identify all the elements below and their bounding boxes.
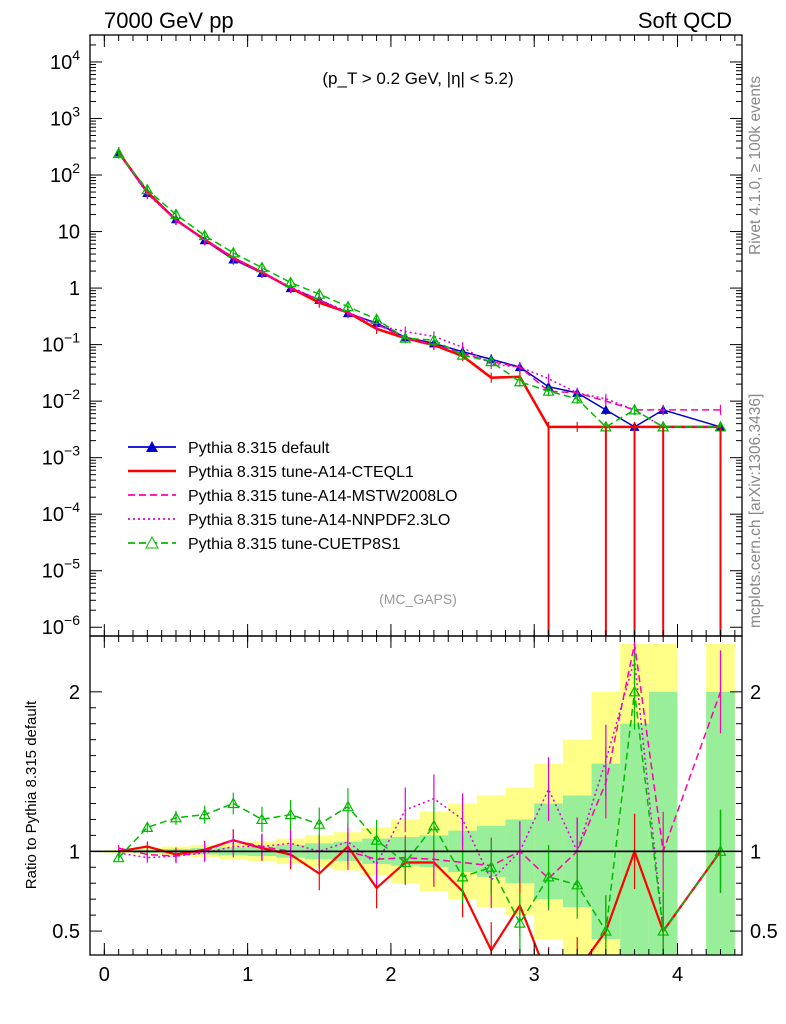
ratio-marker xyxy=(628,685,641,697)
ratio-marker xyxy=(198,808,211,820)
legend-label-2: Pythia 8.315 tune-A14-MSTW2008LO xyxy=(188,488,457,505)
ratio-marker xyxy=(571,878,584,890)
legend-label-4: Pythia 8.315 tune-CUETP8S1 xyxy=(188,536,401,553)
main-series-lines xyxy=(112,147,727,636)
point-marker xyxy=(169,208,182,220)
x-tick-label: 2 xyxy=(385,964,396,986)
x-tick-label: 1 xyxy=(242,964,253,986)
ratio-y-label-right: 0.5 xyxy=(750,921,778,943)
ratio-marker xyxy=(399,856,412,868)
legend-label-0: Pythia 8.315 default xyxy=(188,440,330,457)
x-tick-label: 4 xyxy=(672,964,683,986)
point-marker xyxy=(112,147,125,159)
watermark: (MC_GAPS) xyxy=(379,591,457,607)
y-tick-label: 10−5 xyxy=(42,556,80,583)
ratio-marker xyxy=(599,924,612,936)
legend-label-3: Pythia 8.315 tune-A14-NNPDF2.3LO xyxy=(188,512,450,529)
ratio-marker xyxy=(341,800,354,812)
point-marker xyxy=(227,246,240,258)
point-marker xyxy=(255,261,268,273)
ratio-marker xyxy=(427,819,440,831)
ratio-y-label: 0.5 xyxy=(52,921,80,943)
ratio-ylabel: Ratio to Pythia 8.315 default xyxy=(23,700,40,889)
ratio-marker xyxy=(456,870,469,882)
ratio-line-4 xyxy=(118,691,722,934)
ratio-marker xyxy=(370,833,383,845)
ratio-marker xyxy=(542,870,555,882)
point-marker xyxy=(485,355,498,367)
legend-label-1: Pythia 8.315 tune-A14-CTEQL1 xyxy=(188,464,414,481)
point-marker xyxy=(513,375,526,387)
point-marker xyxy=(628,403,641,415)
point-marker xyxy=(313,287,326,299)
point-marker xyxy=(341,300,354,312)
point-marker xyxy=(542,384,555,396)
cut-annotation: (p_T > 0.2 GeV, |η| < 5.2) xyxy=(322,69,513,88)
legend-marker xyxy=(145,535,159,549)
header-left: 7000 GeV pp xyxy=(104,8,234,33)
y-tick-label: 103 xyxy=(50,103,80,130)
x-tick-label: 3 xyxy=(529,964,540,986)
point-marker xyxy=(456,348,469,360)
ratio-marker xyxy=(657,924,670,936)
y-tick-label: 10 xyxy=(58,222,80,244)
ratio-marker xyxy=(313,817,326,829)
ratio-marker xyxy=(141,821,154,833)
point-marker xyxy=(399,331,412,343)
ratio-y-label: 2 xyxy=(69,682,80,704)
ratio-y-label-right: 1 xyxy=(750,841,761,863)
x-tick-label: 0 xyxy=(99,964,110,986)
y-tick-label: 10−6 xyxy=(42,612,80,639)
y-tick-label: 10−3 xyxy=(42,443,80,470)
ratio-y-label-right: 2 xyxy=(750,682,761,704)
point-marker xyxy=(600,404,611,414)
ratio-marker xyxy=(112,851,125,863)
mcplots-label: mcplots.cern.ch [arXiv:1306.3436] xyxy=(747,394,764,628)
ratio-marker xyxy=(513,916,526,928)
ratio-marker xyxy=(485,861,498,872)
ratio-frame xyxy=(89,635,743,956)
point-marker xyxy=(141,183,154,195)
y-tick-label: 10−1 xyxy=(42,330,80,357)
y-tick-label: 10−4 xyxy=(42,499,80,526)
point-marker xyxy=(571,392,584,404)
y-tick-label: 104 xyxy=(50,47,80,74)
rivet-label: Rivet 4.1.0, ≥ 100k events xyxy=(747,76,764,255)
point-marker xyxy=(370,313,383,324)
y-tick-label: 1 xyxy=(69,278,80,300)
point-marker xyxy=(198,229,211,241)
ratio-marker xyxy=(227,797,240,809)
y-tick-label: 102 xyxy=(50,160,80,187)
ratio-y-label: 1 xyxy=(69,841,80,863)
ratio-marker xyxy=(255,813,268,825)
legend: Pythia 8.315 default Pythia 8.315 tune-A1… xyxy=(128,440,457,553)
legend-marker xyxy=(146,441,158,452)
ratio-marker xyxy=(169,811,182,823)
point-marker xyxy=(284,276,297,288)
header-right: Soft QCD xyxy=(638,8,732,33)
point-marker xyxy=(427,333,440,345)
ratio-marker xyxy=(284,808,297,820)
y-tick-label: 10−2 xyxy=(42,386,80,413)
